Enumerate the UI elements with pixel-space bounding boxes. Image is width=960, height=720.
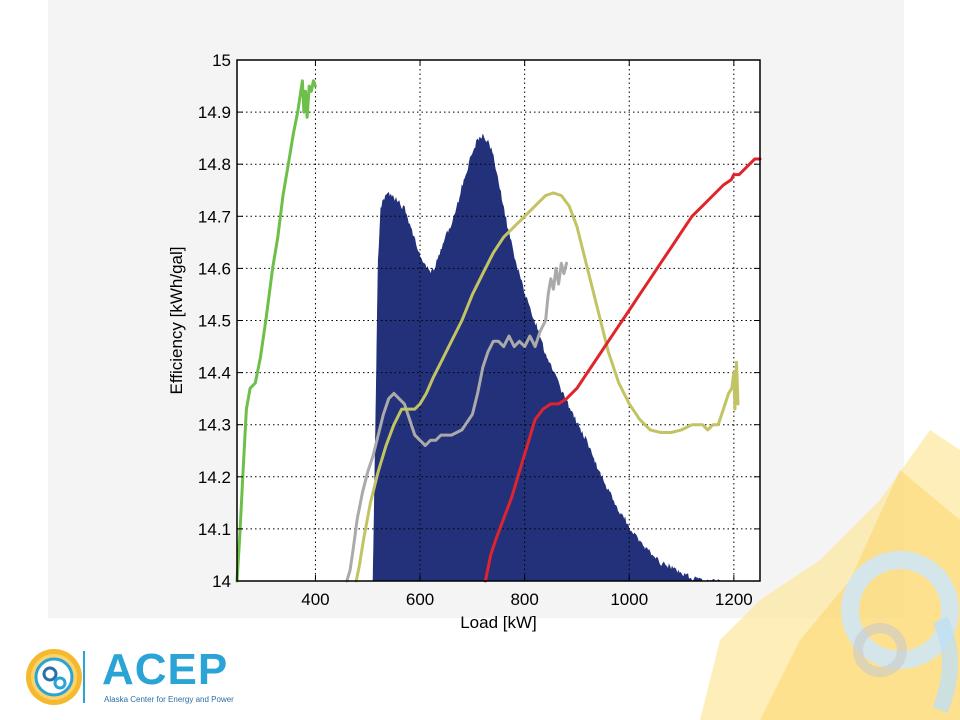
y-tick-label: 14.8 (198, 155, 231, 174)
logo-subtitle: Alaska Center for Energy and Power (104, 695, 234, 704)
acep-logo: ACEP Alaska Center for Energy and Power (20, 645, 240, 710)
logo-wordmark: ACEP (102, 645, 229, 694)
y-tick-label: 14.5 (198, 312, 231, 331)
x-tick-label: 1200 (715, 590, 753, 609)
y-axis-label: Efficiency [kWh/gal] (167, 246, 186, 394)
gear-sun-emblem-icon (26, 649, 85, 705)
x-tick-label: 1000 (610, 590, 648, 609)
series-line-3 (354, 191, 740, 583)
y-tick-label: 14.2 (198, 468, 231, 487)
x-axis-label: Load [kW] (460, 613, 537, 632)
load-histogram (372, 134, 729, 582)
x-tick-label: 400 (301, 590, 329, 609)
series-line-4 (483, 157, 762, 583)
series-line-1 (235, 79, 317, 583)
gear-sun-decoration-icon (700, 430, 960, 720)
y-tick-label: 14.6 (198, 259, 231, 278)
y-tick-label: 14.3 (198, 416, 231, 435)
y-tick-label: 14.4 (198, 364, 231, 383)
y-tick-label: 14.7 (198, 207, 231, 226)
y-tick-label: 15 (212, 51, 231, 70)
y-tick-label: 14 (212, 572, 231, 591)
x-tick-label: 800 (510, 590, 538, 609)
y-tick-label: 14.1 (198, 520, 231, 539)
x-tick-label: 600 (406, 590, 434, 609)
y-tick-label: 14.9 (198, 103, 231, 122)
series-line-2 (345, 261, 568, 583)
